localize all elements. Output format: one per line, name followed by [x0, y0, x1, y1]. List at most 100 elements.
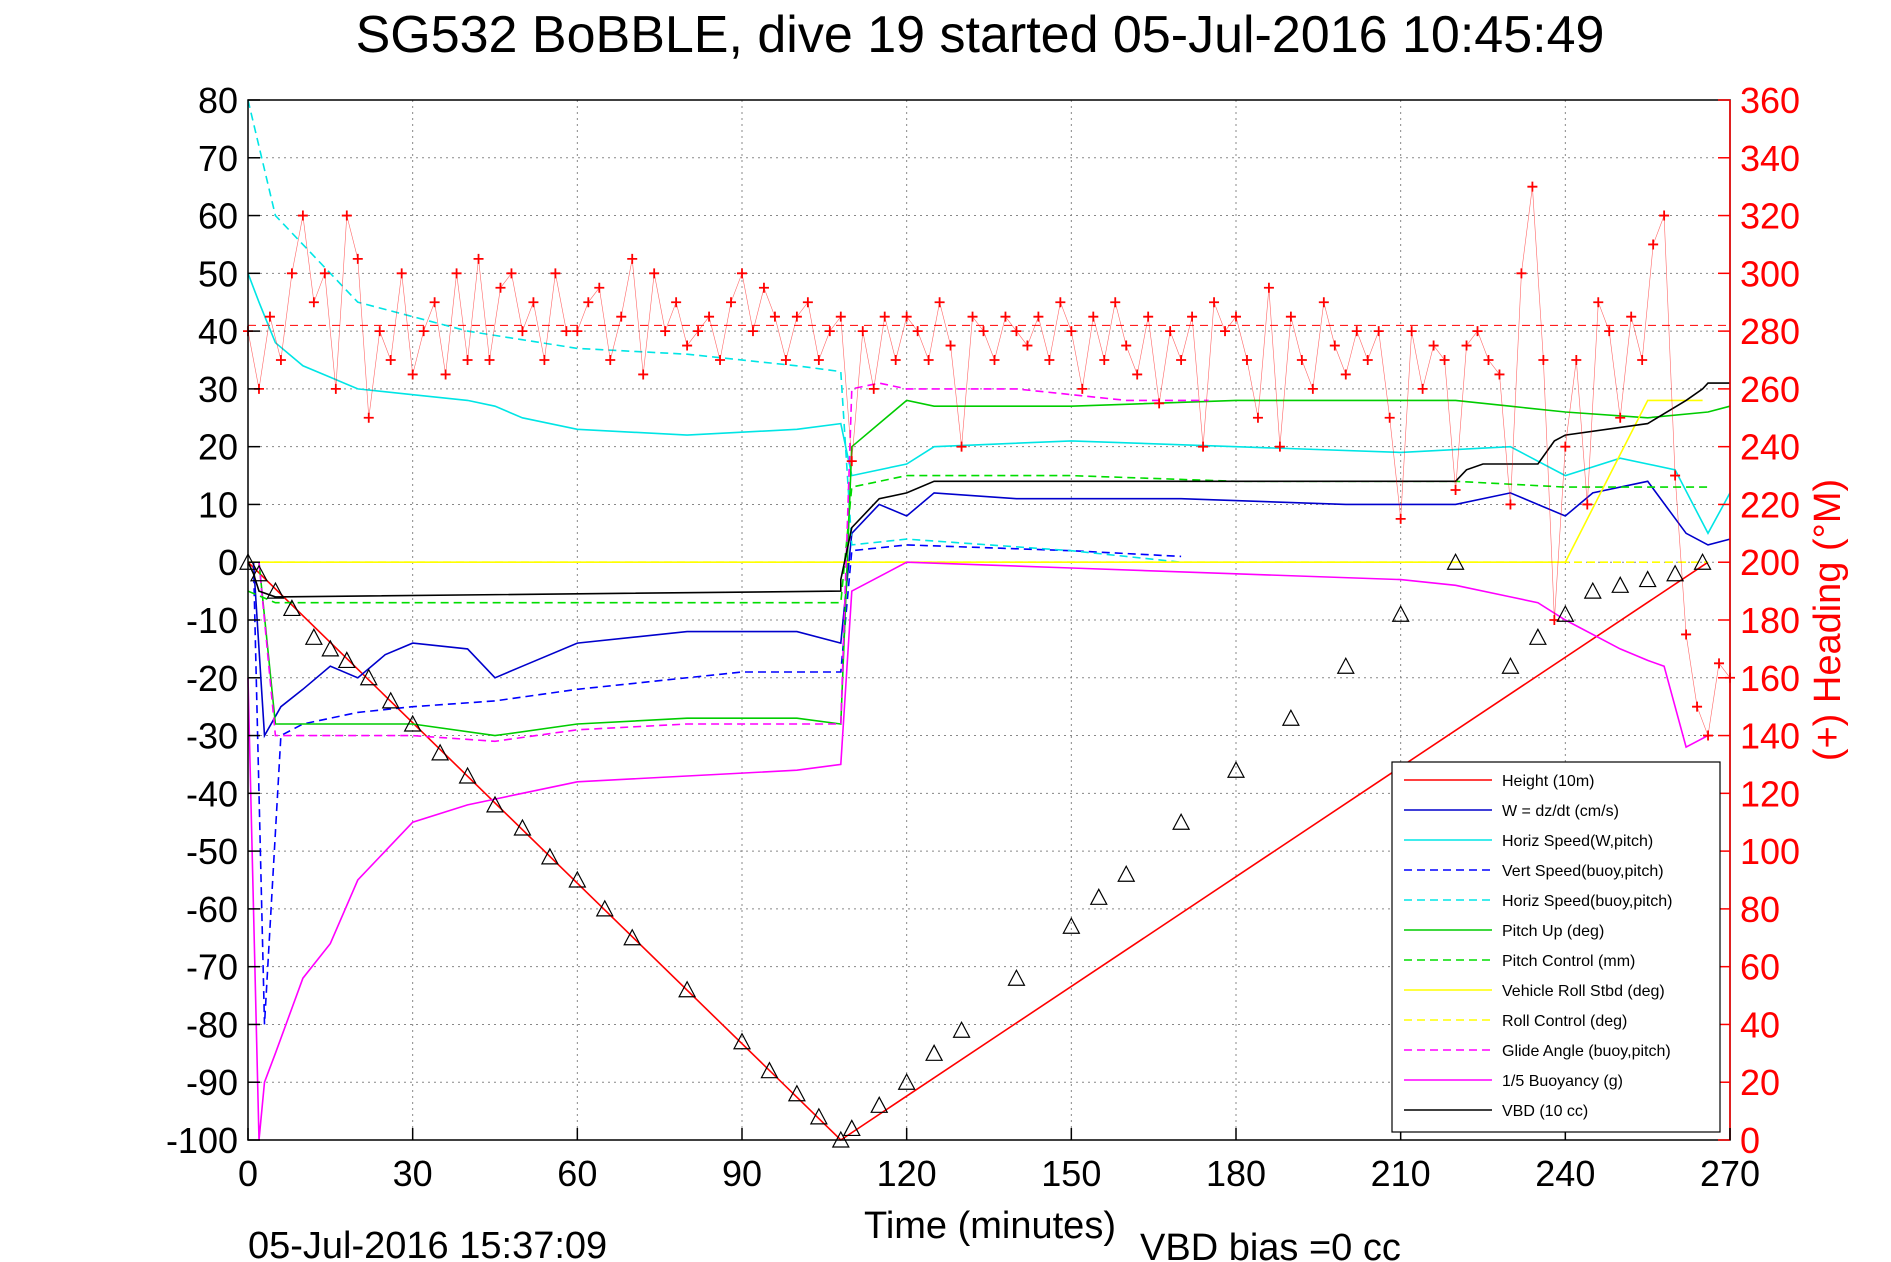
triangle-marker — [337, 651, 356, 669]
triangle-marker — [282, 599, 301, 617]
triangle-marker — [304, 628, 323, 645]
y-tick-label: 10 — [198, 484, 238, 525]
y-right-tick-label: 180 — [1740, 600, 1800, 641]
triangle-marker — [1227, 760, 1245, 778]
triangle-marker — [1172, 812, 1191, 830]
y-right-tick-label: 280 — [1740, 311, 1800, 352]
x-axis-label: Time (minutes) — [864, 1205, 1116, 1247]
triangle-marker — [381, 691, 400, 709]
y-right-tick-label: 200 — [1740, 542, 1800, 583]
y-tick-label: -100 — [166, 1120, 238, 1161]
triangle-marker — [266, 581, 285, 599]
heading-point — [440, 369, 451, 380]
y-tick-label: -70 — [186, 947, 238, 988]
triangle-marker — [1583, 581, 1602, 599]
series-line — [247, 382, 1730, 598]
y-tick-label: 0 — [218, 542, 238, 583]
legend-label: Pitch Control (mm) — [1502, 953, 1635, 970]
x-tick-label: 180 — [1206, 1153, 1266, 1194]
y-axis-right: 3603403203002802602402202001801601401201… — [1718, 80, 1800, 1161]
triangle-marker — [359, 668, 378, 686]
series-line — [252, 480, 1731, 739]
triangle-marker — [809, 1107, 828, 1125]
x-tick-label: 120 — [877, 1153, 937, 1194]
y-right-tick-label: 220 — [1740, 484, 1800, 525]
x-tick-label: 150 — [1041, 1153, 1101, 1194]
x-tick-label: 30 — [393, 1153, 433, 1194]
legend-label: 1/5 Buoyancy (g) — [1502, 1073, 1623, 1090]
x-tick-label: 270 — [1700, 1153, 1760, 1194]
y-right-tick-label: 360 — [1740, 80, 1800, 121]
series-line — [247, 561, 1709, 1141]
triangle-marker — [1693, 552, 1712, 570]
y-tick-label: -50 — [186, 831, 238, 872]
footer-timestamp: 05-Jul-2016 15:37:09 — [248, 1225, 607, 1262]
x-tick-label: 0 — [238, 1153, 258, 1194]
triangle-marker — [787, 1084, 806, 1102]
x-tick-label: 210 — [1371, 1153, 1431, 1194]
y-right-tick-label: 0 — [1740, 1120, 1760, 1161]
triangle-marker — [403, 714, 422, 732]
series-line — [247, 273, 1731, 536]
chart-title: SG532 BoBBLE, dive 19 started 05-Jul-201… — [356, 6, 1605, 64]
y-tick-label: -20 — [186, 658, 238, 699]
y-tick-label: 50 — [198, 253, 238, 294]
y-right-tick-label: 20 — [1740, 1062, 1780, 1103]
triangle-marker — [925, 1044, 944, 1061]
y-right-tick-label: 300 — [1740, 253, 1800, 294]
legend-label: Vehicle Roll Stbd (deg) — [1502, 983, 1665, 1000]
triangle-marker — [486, 795, 504, 813]
y-right-tick-label: 60 — [1740, 947, 1780, 988]
x-tick-label: 240 — [1535, 1153, 1595, 1194]
y-right-tick-label: 260 — [1740, 369, 1800, 410]
triangle-marker — [897, 1072, 916, 1090]
legend-label: Pitch Up (deg) — [1502, 923, 1604, 940]
y-tick-label: 30 — [198, 369, 238, 410]
y-right-tick-label: 160 — [1740, 658, 1800, 699]
triangle-marker — [1556, 604, 1575, 622]
triangle-marker — [952, 1020, 971, 1038]
triangle-marker — [870, 1096, 889, 1113]
series-line — [247, 474, 1708, 604]
x-tick-label: 60 — [557, 1153, 597, 1194]
triangle-marker — [431, 743, 450, 761]
y-right-tick-label: 80 — [1740, 889, 1780, 930]
series-line — [258, 399, 1731, 737]
triangle-marker — [1446, 552, 1465, 570]
triangle-markers — [239, 552, 1712, 1148]
heading-trace — [247, 186, 1731, 737]
triangle-marker — [1117, 864, 1136, 882]
triangle-marker — [568, 870, 587, 888]
heading-point — [638, 369, 649, 380]
y-tick-label: 60 — [198, 196, 238, 237]
y-right-tick-label: 40 — [1740, 1004, 1780, 1045]
legend-label: Height (10m) — [1502, 773, 1594, 790]
triangle-marker — [1501, 656, 1520, 674]
y-axis-left: 80 70 60 50 40 30 20 10 0 -10 -20 -30 -40 -50 -60 -70 -8… — [166, 80, 260, 1161]
triangle-marker — [623, 928, 642, 946]
legend-label: W = dz/dt (cm/s) — [1502, 803, 1619, 820]
y-tick-label: 20 — [198, 427, 238, 468]
y-right-tick-label: 120 — [1740, 773, 1800, 814]
series-line — [252, 544, 1182, 1025]
heading-layer — [243, 181, 1735, 741]
triangle-marker — [595, 899, 614, 917]
y-tick-label: -10 — [186, 600, 238, 641]
footer-vbd-bias: VBD bias =0 cc — [1140, 1227, 1401, 1262]
legend-label: Vert Speed(buoy,pitch) — [1502, 863, 1664, 880]
legend-box — [1391, 761, 1721, 1133]
triangle-marker — [1062, 916, 1081, 934]
series-line — [258, 382, 1209, 743]
y-right-tick-label: 320 — [1740, 196, 1800, 237]
legend-label: VBD (10 cc) — [1502, 1103, 1588, 1120]
triangle-marker — [1666, 564, 1685, 582]
triangle-marker — [513, 818, 532, 836]
y-right-tick-label: 140 — [1740, 716, 1800, 757]
triangle-marker — [1391, 604, 1410, 622]
legend: Height (10m) W = dz/dt (cm/s) Horiz Speed(… — [1391, 761, 1721, 1133]
triangle-marker — [733, 1032, 751, 1050]
legend-label: Horiz Speed(buoy,pitch) — [1502, 893, 1672, 910]
x-axis: 0 30 60 90 120 150 180 210 240 270 — [238, 1128, 1760, 1194]
triangle-marker — [1638, 570, 1657, 588]
series-layer — [247, 99, 1731, 1142]
